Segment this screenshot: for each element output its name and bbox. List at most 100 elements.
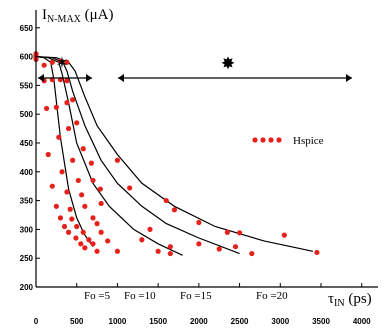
left-region-marker: ✶ [55,53,68,72]
hspice-point [56,134,62,140]
left-region-arrow-head-left [38,74,44,82]
hspice-point [90,215,96,221]
hspice-point [61,223,68,230]
ticks-group: 0 500 1000 1500 2000 2500 3000 3500 4000 200 250 30… [20,24,372,326]
hspice-point [232,244,239,250]
hspice-point [80,229,86,235]
hspice-point [64,100,70,106]
x-tick-label: 1000 [109,317,127,326]
hspice-point [314,249,320,256]
hspice-point [64,189,70,195]
right-region-marker: ✸ [221,54,235,74]
hspice-point [196,219,202,226]
hspice-point [78,241,84,247]
hspice-point [80,146,86,152]
hspice-point [65,125,72,132]
curve-fo20 [35,56,314,252]
y-tick-label: 450 [20,139,34,148]
right-region-arrow-head-right [346,74,352,82]
x-tick-label: 2000 [190,317,208,326]
left-region-arrow-head-right [86,74,92,82]
hspice-point [49,183,55,189]
y-tick-label: 550 [20,81,34,90]
right-region-arrow-head-left [118,74,124,82]
hspice-point [98,229,104,235]
hspice-point [86,237,92,243]
hspice-point [45,151,51,158]
y-tick-label: 650 [20,24,34,33]
x-tick-label: 0 [34,317,39,326]
x-tick-label: 1500 [149,317,167,326]
hspice-point [216,246,222,252]
hspice-point [59,169,65,175]
hspice-point [70,97,76,103]
legend-marker [276,137,282,143]
hspice-point [41,62,47,68]
hspice-point [73,235,79,241]
hspice-point [196,241,202,247]
hspice-point [57,215,64,221]
hspice-point [90,241,96,247]
hspice-point [127,185,133,191]
legend-marker [252,137,258,143]
hspice-point [64,78,70,84]
axes-group: IN-MAX (μA) τIN (ps) [35,7,378,309]
y-tick-label: 300 [20,225,34,234]
legend-marker [268,137,274,143]
hspice-point [53,104,59,110]
hspice-point [249,250,255,257]
hspice-point [74,223,80,230]
hspice-point [167,250,173,257]
hspice-point [49,59,55,65]
hspice-point [82,203,88,209]
hspice-point [163,197,169,204]
x-tick-label: 3500 [312,317,330,326]
curve-label: Fo =20 [256,290,288,302]
hspice-point [281,232,287,238]
curve-fo10 [35,56,183,256]
legend-label: Hspice [293,135,324,147]
curve-label: Fo =15 [180,290,212,302]
hspice-point [167,244,173,250]
y-tick-label: 400 [20,168,34,177]
hspice-point [53,203,59,209]
hspice-point [57,58,64,64]
x-tick-label: 4000 [353,317,371,326]
y-tick-label: 350 [20,197,34,206]
hspice-point [114,157,121,163]
curve-label: Fo =5 [84,290,111,302]
hspice-point [114,248,121,254]
hspice-point [75,177,81,184]
hspice-point [43,105,50,112]
hspice-point [105,238,111,244]
hspice-point [98,200,104,207]
hspice-point [88,160,94,166]
hspice-point [147,226,153,232]
hspice-point [79,192,85,198]
y-tick-label: 250 [20,254,34,263]
y-axis-title: IN-MAX (μA) [42,7,114,25]
hspice-point [236,230,243,236]
hspice-point [224,229,230,235]
hspice-point [94,248,100,254]
hspice-point [65,229,72,235]
hspice-point [90,177,96,184]
annotations-group: Hspice ✶ ✸ [38,53,352,147]
hspice-point [94,221,100,227]
hspice-point [74,120,80,126]
legend-marker [260,137,266,143]
hspice-point [82,245,88,251]
hspice-point [97,186,103,192]
hspice-point [139,237,145,243]
hspice-point [171,207,178,213]
hspice-point [69,216,75,222]
x-tick-label: 2500 [231,317,249,326]
y-tick-label: 600 [20,53,34,62]
hspice-point [67,206,73,212]
scatter-points-group [33,51,320,257]
hspice-point [64,59,70,65]
x-axis-title: τIN (ps) [328,291,372,309]
y-tick-label: 500 [20,110,34,119]
x-tick-label: 500 [70,317,84,326]
